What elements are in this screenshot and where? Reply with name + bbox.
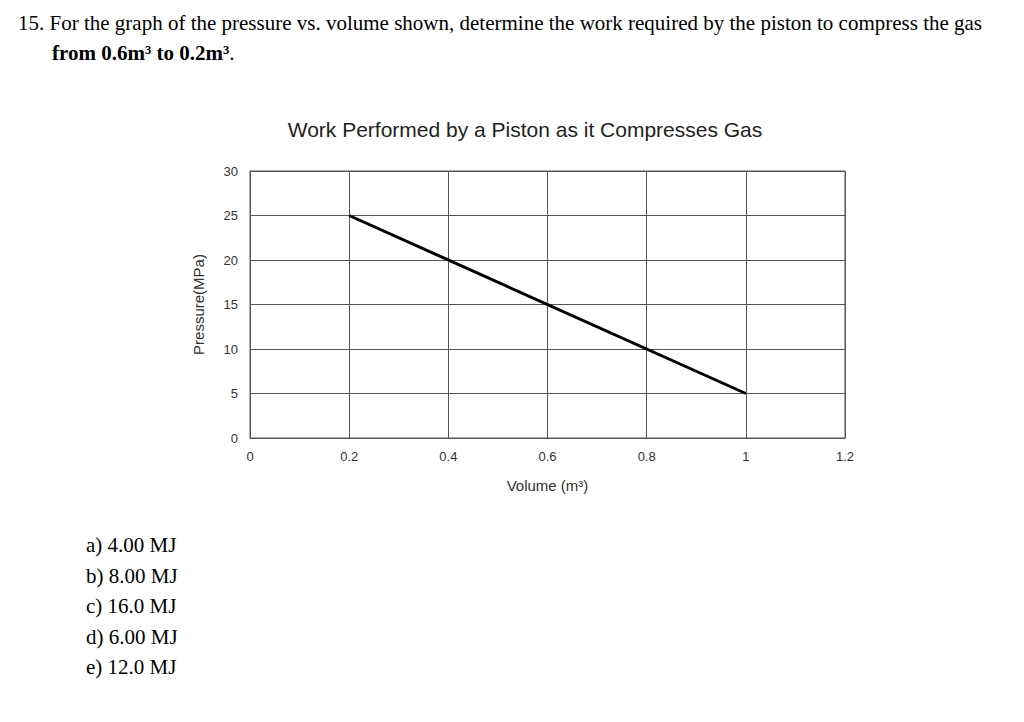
svg-text:1: 1 [742,449,749,464]
svg-text:1.2: 1.2 [836,449,854,464]
svg-text:0.6: 0.6 [538,449,556,464]
svg-text:0.2: 0.2 [340,449,358,464]
svg-text:20: 20 [224,253,238,268]
svg-text:25: 25 [224,208,238,223]
html-text:b) 8.00 MJ: b) 8.00 MJ [86,563,178,588]
svg-text:0.4: 0.4 [439,449,457,464]
svg-text:5: 5 [231,386,238,401]
html-text:d) 6.00 MJ: d) 6.00 MJ [86,624,178,649]
svg-text:Volume (m³): Volume (m³) [507,477,589,494]
html-text:a) 4.00 MJ: a) 4.00 MJ [86,533,177,557]
svg-text:0: 0 [246,449,253,464]
html-text:15. For the graph of the press: 15. For the graph of the pressure vs. vo… [18,11,982,35]
html-text:c) 16.0 MJ: c) 16.0 MJ [86,594,177,618]
html-text:from 0.6m³ to 0.2m³.: from 0.6m³ to 0.2m³. [52,41,235,65]
svg-text:30: 30 [224,164,238,179]
svg-text:0.8: 0.8 [638,449,656,464]
svg-text:0: 0 [231,431,238,446]
html-text:e) 12.0 MJ: e) 12.0 MJ [86,655,177,679]
svg-text:Pressure(MPa): Pressure(MPa) [190,254,207,355]
svg-text:10: 10 [224,342,238,357]
svg-text:15: 15 [224,297,238,312]
svg-text:Work Performed by a Piston as: Work Performed by a Piston as it Compres… [288,118,763,141]
